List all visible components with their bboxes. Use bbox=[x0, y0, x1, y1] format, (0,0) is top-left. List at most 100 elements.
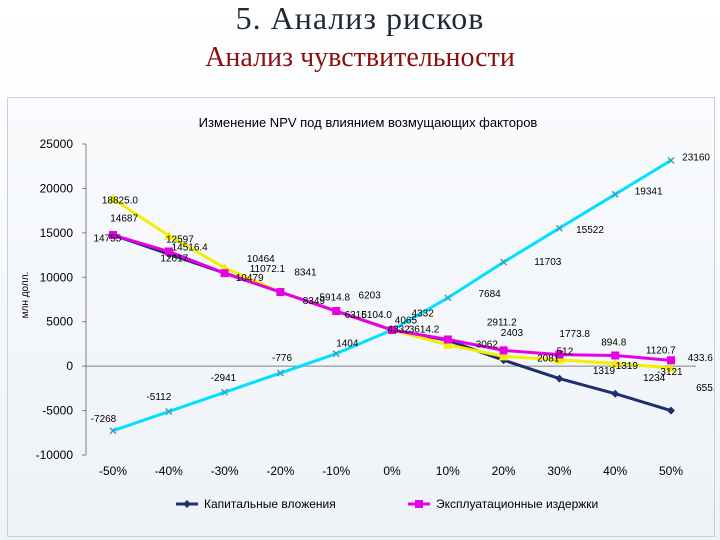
x-marker bbox=[276, 369, 284, 377]
data-label: 11703 bbox=[534, 257, 562, 268]
x-marker bbox=[221, 388, 229, 396]
data-label: 5914.8 bbox=[319, 292, 350, 303]
series-2 bbox=[109, 231, 675, 365]
y-tick-label: 5000 bbox=[46, 315, 73, 329]
square-marker bbox=[555, 350, 564, 359]
data-label: 15522 bbox=[576, 225, 604, 236]
square-marker bbox=[332, 307, 341, 316]
data-label: 894.8 bbox=[601, 338, 626, 349]
data-label: 3062 bbox=[476, 339, 499, 350]
data-label: 14755 bbox=[93, 234, 121, 245]
x-tick-label: 50% bbox=[659, 464, 683, 478]
x-tick-label: 40% bbox=[603, 464, 627, 478]
diamond-marker bbox=[183, 500, 191, 508]
y-tick-label: 20000 bbox=[40, 181, 74, 195]
square-marker bbox=[499, 346, 508, 355]
x-marker bbox=[611, 190, 619, 198]
data-label: 14516.4 bbox=[172, 243, 209, 254]
series-line bbox=[112, 159, 672, 433]
data-label: 23160 bbox=[682, 152, 710, 163]
legend: Капитальные вложения Эксплуатационные изд… bbox=[176, 497, 598, 511]
data-label: -7268 bbox=[91, 414, 117, 425]
triangle-marker bbox=[554, 354, 565, 364]
data-label: -2941 bbox=[211, 373, 237, 384]
y-tick-label: 15000 bbox=[40, 226, 74, 240]
triangle-marker bbox=[666, 362, 676, 372]
data-label: 433.6 bbox=[688, 353, 713, 364]
diamond-marker bbox=[667, 406, 675, 415]
data-label: 655.4874 bbox=[696, 383, 714, 394]
data-label: 4332 bbox=[412, 308, 435, 319]
data-label: 4332 bbox=[388, 324, 411, 335]
x-marker bbox=[444, 294, 452, 302]
x-marker bbox=[667, 156, 675, 164]
data-label: 8341 bbox=[294, 268, 317, 279]
data-label: 1319 bbox=[593, 366, 616, 377]
y-tick-label: 25000 bbox=[40, 137, 74, 151]
data-label: 512 bbox=[557, 347, 574, 358]
triangle-marker bbox=[163, 230, 174, 240]
data-label: 14687 bbox=[110, 213, 138, 224]
data-label: 2081 bbox=[537, 354, 560, 365]
data-label: -776 bbox=[272, 353, 292, 364]
diamond-marker bbox=[611, 389, 620, 398]
triangle-marker bbox=[498, 351, 509, 361]
data-label: 11072.1 bbox=[250, 264, 286, 275]
x-tick-label: 10% bbox=[436, 464, 460, 478]
data-label: 7684 bbox=[478, 289, 501, 300]
square-marker bbox=[388, 326, 396, 335]
chart-title: Изменение NPV под влиянием возмущающих ф… bbox=[199, 115, 538, 130]
y-tick-label: 10000 bbox=[40, 270, 74, 284]
series-1 bbox=[109, 231, 675, 415]
data-label: 10479 bbox=[236, 273, 264, 284]
data-label: 1773.8 bbox=[559, 329, 590, 340]
legend-entry: Капитальные вложения bbox=[204, 497, 336, 511]
x-marker bbox=[109, 427, 117, 435]
data-label: 2403 bbox=[501, 328, 524, 339]
square-marker bbox=[220, 269, 229, 278]
x-tick-label: -10% bbox=[322, 464, 350, 478]
slide-subtitle: Анализ чувствительности bbox=[205, 42, 515, 73]
series-layer bbox=[108, 156, 676, 435]
data-label: 18825.0 bbox=[102, 196, 139, 207]
diamond-marker bbox=[555, 374, 564, 383]
data-label: -3121 bbox=[657, 367, 683, 378]
square-marker bbox=[276, 288, 285, 297]
square-marker bbox=[415, 500, 423, 508]
npv-sensitivity-chart: Изменение NPV под влиянием возмущающих ф… bbox=[20, 115, 714, 511]
x-marker bbox=[332, 350, 340, 358]
series-3 bbox=[109, 156, 675, 435]
legend-entry: Эксплуатационные издержки bbox=[436, 497, 598, 511]
slide-title: 5. Анализ рисков bbox=[235, 0, 485, 36]
x-tick-label: 20% bbox=[492, 464, 516, 478]
triangle-marker bbox=[610, 358, 621, 368]
x-tick-label: -40% bbox=[155, 464, 183, 478]
series-4 bbox=[108, 193, 676, 372]
data-label: -5112 bbox=[146, 392, 171, 403]
data-label: 1404 bbox=[336, 339, 359, 350]
data-label: 6104.0 bbox=[361, 310, 392, 321]
square-marker bbox=[443, 335, 452, 344]
triangle-marker bbox=[442, 339, 453, 349]
data-label: 8349 bbox=[303, 296, 326, 307]
data-label: 1234 bbox=[643, 373, 666, 384]
square-marker bbox=[667, 356, 675, 365]
square-marker bbox=[109, 231, 117, 240]
data-label: 6203 bbox=[359, 291, 382, 302]
triangle-marker bbox=[108, 193, 118, 203]
x-tick-label: -20% bbox=[266, 464, 294, 478]
y-tick-label: -5000 bbox=[42, 404, 73, 418]
square-marker bbox=[611, 351, 620, 360]
data-label: -1319 bbox=[612, 361, 638, 372]
data-label: 3614.2 bbox=[409, 324, 440, 335]
data-label: 12597 bbox=[166, 235, 194, 246]
data-label: 19341 bbox=[635, 186, 663, 197]
x-marker bbox=[500, 258, 508, 266]
y-tick-label: -10000 bbox=[36, 448, 74, 462]
data-label: 1120.7 bbox=[646, 346, 676, 357]
square-marker bbox=[164, 247, 173, 256]
chart-frame: Изменение NPV под влиянием возмущающих ф… bbox=[7, 97, 715, 537]
x-tick-label: -50% bbox=[99, 464, 127, 478]
data-label: 10464 bbox=[247, 254, 275, 265]
data-label: 6315 bbox=[345, 310, 368, 321]
